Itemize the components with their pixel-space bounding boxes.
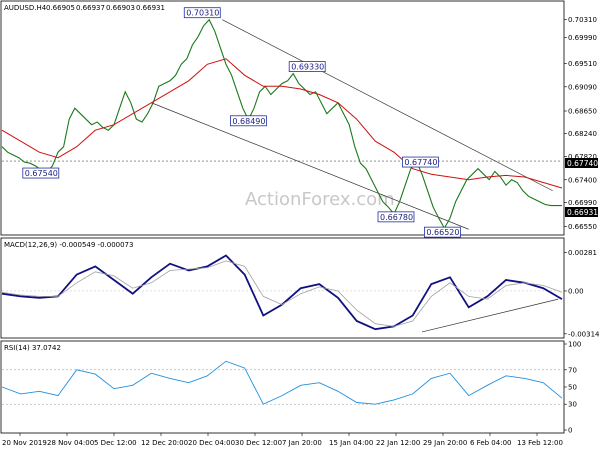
price-y-tick-label: 0.68240 <box>568 130 597 138</box>
x-tick-label: 22 Jan 12:00 <box>376 439 420 447</box>
price-y-tick-label: 0.67400 <box>568 176 597 184</box>
rsi-y-tick-label: 0 <box>568 427 572 435</box>
price-annotation-text: 0.66780 <box>380 213 413 222</box>
price-annotation-text: 0.70310 <box>186 9 219 18</box>
price-y-tick-label: 0.69990 <box>568 34 597 42</box>
x-tick-label: 30 Dec 12:00 <box>235 439 282 447</box>
rsi-y-tick-label: 100 <box>568 341 581 349</box>
rsi-y-axis: 100 70 50 30 0 <box>564 341 581 435</box>
price-annotation: 0.67740 <box>401 156 439 168</box>
x-tick-label: 5 Dec 12:00 <box>94 439 137 447</box>
level-tag-text: 0.67740 <box>567 159 598 168</box>
price-annotation-text: 0.67540 <box>25 169 58 178</box>
signal-line <box>1 260 563 327</box>
x-tick-label: 28 Nov 04:00 <box>47 439 94 447</box>
x-axis: 20 Nov 2019 28 Nov 04:00 5 Dec 12:00 12 Dec… <box>2 433 563 447</box>
price-y-tick-label: 0.69090 <box>568 83 597 91</box>
macd-y-tick-label: -0.003141 <box>568 330 600 338</box>
x-tick-label: 13 Feb 12:00 <box>517 439 563 447</box>
price-y-axis: 0.70310 0.69990 0.69510 0.69090 0.68650 0.682… <box>564 16 597 231</box>
rsi-panel-title: RSI(14) 37.0742 <box>4 344 61 352</box>
ohlc-close: 0.66931 <box>136 4 165 12</box>
channel-line-2 <box>151 102 469 230</box>
level-tag: 0.67740 <box>565 158 598 168</box>
price-annotation: 0.69330 <box>288 61 326 72</box>
rsi-y-tick-label: 30 <box>568 401 577 409</box>
x-tick-label: 20 Nov 2019 <box>2 439 47 447</box>
x-tick-label: 6 Feb 04:00 <box>470 439 511 447</box>
watermark: ActionForex.com <box>245 189 395 210</box>
price-annotation: 0.66780 <box>377 211 415 223</box>
price-y-tick-label: 0.66990 <box>568 199 597 207</box>
rsi-y-tick-label: 70 <box>568 366 577 374</box>
rsi-line <box>1 360 563 405</box>
price-y-tick-label: 0.66550 <box>568 223 597 231</box>
x-tick-label: 29 Jan 20:00 <box>423 439 467 447</box>
price-y-tick-label: 0.69510 <box>568 60 597 68</box>
price-annotations: 0.70310 0.69330 0.68490 0.67540 0.67740 0.667… <box>22 7 461 238</box>
rsi-panel-frame <box>0 340 565 434</box>
rsi-plot <box>1 360 563 405</box>
last-price-tag-text: 0.66931 <box>567 208 598 217</box>
channel-line-1 <box>222 19 553 192</box>
macd-panel-title: MACD(12,26,9) -0.000549 -0.000073 <box>4 241 133 249</box>
price-plot <box>1 18 563 230</box>
macd-trend-line <box>421 298 559 333</box>
price-y-tick-label: 0.67820 <box>568 153 597 161</box>
macd-plot <box>1 254 563 333</box>
ohlc-open: 0.66905 <box>46 4 75 12</box>
rsi-y-tick-label: 50 <box>568 384 577 392</box>
price-annotation-text: 0.69330 <box>291 63 324 72</box>
price-annotation-text: 0.67740 <box>404 158 437 167</box>
x-tick-label: 20 Dec 04:00 <box>188 439 235 447</box>
ohlc-readout: 0.66905 0.66937 0.66903 0.66931 <box>46 4 165 12</box>
x-tick-label: 7 Jan 20:00 <box>282 439 322 447</box>
price-line <box>1 18 562 230</box>
moving-average-line <box>1 58 563 189</box>
price-annotation: 0.67540 <box>22 167 60 179</box>
ohlc-low: 0.66903 <box>106 4 135 12</box>
macd-panel-frame <box>0 237 565 339</box>
price-annotation: 0.66520 <box>423 226 461 238</box>
last-price-tag: 0.66931 <box>565 207 598 217</box>
x-tick-label: 12 Dec 20:00 <box>141 439 188 447</box>
price-panel-title: AUDUSD.H4 <box>4 4 47 12</box>
macd-y-tick-label: 0.00 <box>568 287 584 295</box>
x-tick-label: 15 Jan 04:00 <box>329 439 373 447</box>
ohlc-high: 0.66937 <box>76 4 105 12</box>
price-annotation: 0.70310 <box>183 7 221 19</box>
price-annotation: 0.68490 <box>229 115 267 127</box>
price-y-tick-label: 0.68650 <box>568 108 597 116</box>
macd-y-axis: 0.00281 0.00 -0.003141 <box>564 249 600 338</box>
price-annotation-text: 0.66520 <box>426 228 459 237</box>
price-annotation-text: 0.68490 <box>232 117 265 126</box>
macd-y-tick-label: 0.00281 <box>568 249 597 257</box>
price-y-tick-label: 0.70310 <box>568 16 597 24</box>
price-panel-frame <box>0 0 565 236</box>
